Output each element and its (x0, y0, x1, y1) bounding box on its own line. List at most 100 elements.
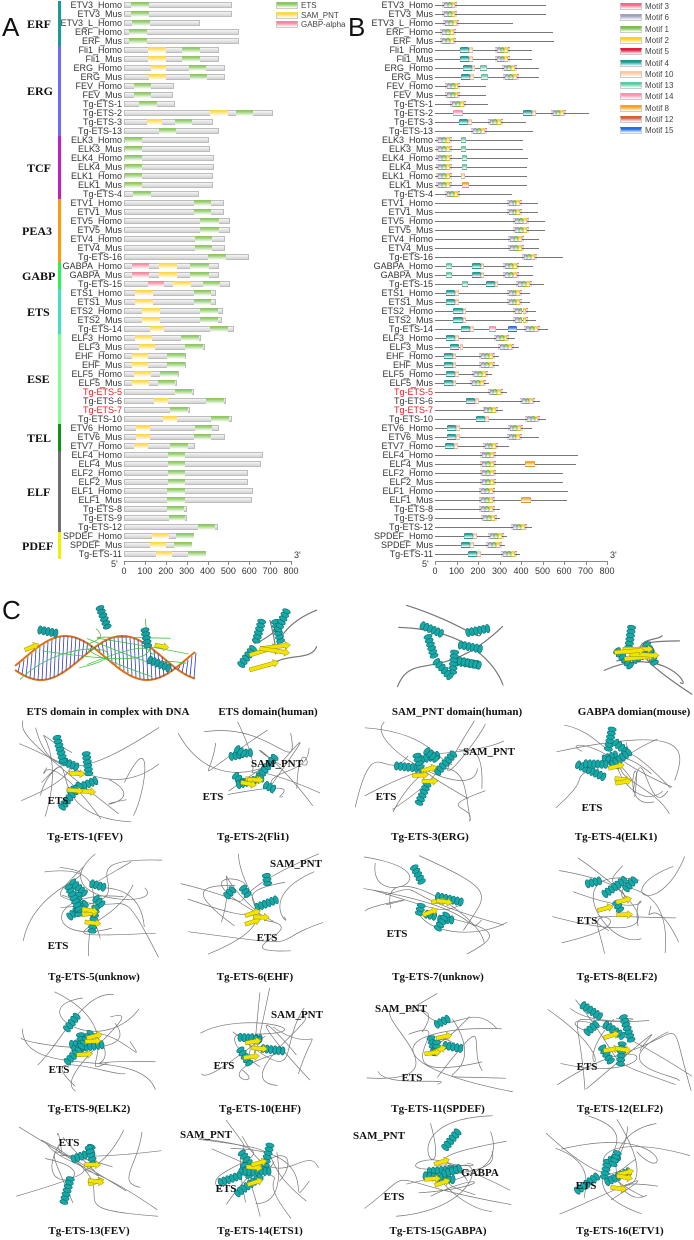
protein-backbone-line (435, 383, 490, 384)
motif-5-box (515, 65, 518, 71)
motif-6-box (438, 137, 442, 143)
x-axis-tick (207, 561, 209, 565)
motif-3-box (472, 371, 475, 377)
sam-pnt-domain (150, 65, 167, 71)
motif-6-box (446, 191, 451, 197)
protein-length-bar (124, 308, 223, 314)
motif-6-box (438, 155, 442, 161)
protein-backbone-line (435, 401, 541, 402)
sam-pnt-domain (132, 362, 149, 368)
x-axis-tick (144, 561, 146, 565)
motif-5-box (483, 380, 486, 386)
motif-5-box (508, 56, 511, 62)
motif-5-box (516, 263, 519, 269)
legend-label: Motif 12 (645, 115, 674, 124)
motif-4-box (459, 47, 469, 53)
protein-backbone-line (435, 50, 533, 51)
ets-domain (170, 443, 189, 449)
protein-length-bar (124, 326, 234, 332)
three-prime-label: 3' (294, 550, 301, 560)
structure-caption: Tg-ETS-3(ERG) (391, 831, 469, 843)
ets-domain (175, 389, 193, 395)
motif-3-box (493, 335, 496, 341)
protein-name-label: Tg-ETS-14 (388, 324, 433, 334)
motif-6-box (508, 434, 513, 440)
x-axis-tick (585, 561, 587, 565)
legend-swatch-motif-8 (620, 104, 642, 112)
protein-name-label: Tg-ETS-6 (393, 396, 433, 406)
motif-3-box (486, 542, 489, 548)
motif-1-box (441, 155, 446, 161)
motif-1-box (445, 29, 450, 35)
motif-2-box (479, 380, 484, 386)
motif-6-box (481, 488, 486, 494)
motif-8-box (521, 497, 531, 503)
sam-pnt-domain (173, 281, 192, 287)
protein-length-bar (124, 254, 249, 260)
protein-length-bar (124, 47, 219, 53)
motif-6-box (496, 56, 501, 62)
protein-name-label: ERG_Homo (73, 63, 122, 73)
motif-10-box (468, 119, 472, 125)
motif-2-box (489, 452, 494, 458)
motif-4-box (445, 371, 455, 377)
motif-5-box (449, 173, 452, 179)
protein-length-bar (124, 488, 254, 494)
protein-length-bar (124, 416, 232, 422)
motif-5-box (520, 290, 523, 296)
x-axis-tick-label: 200 (158, 566, 174, 576)
protein-name-label: ERG_Mus (80, 72, 122, 82)
motif-5-box (455, 11, 458, 17)
protein-name-label: Tg-ETS-9 (82, 513, 122, 523)
motif-5-box (527, 227, 530, 233)
motif-13-box (445, 272, 453, 278)
structure-caption: Tg-ETS-14(ETS1) (217, 1225, 303, 1237)
ets-domain (167, 353, 186, 359)
protein-name-label: ELK4_Homo (381, 153, 433, 163)
protein-name-label: ELF1_Mus (78, 495, 122, 505)
motif-6-box (482, 515, 487, 521)
x-axis-tick (291, 561, 292, 565)
legend-label: SAM_PNT (301, 10, 339, 20)
motif-4-box (459, 119, 469, 125)
legend-label: Motif 4 (645, 58, 670, 68)
motif-1-box (485, 506, 489, 512)
protein-length-bar (124, 191, 199, 197)
motif-3-box (487, 389, 490, 395)
motif-10-box (462, 308, 467, 314)
protein-name-label: EHF_Mus (392, 360, 433, 370)
motif-3-box (479, 488, 482, 494)
x-axis-tick (124, 561, 125, 565)
ets-domain (167, 488, 185, 494)
protein-name-label: ELK3_Mus (77, 144, 122, 154)
protein-name-label: GABPA_Mus (69, 270, 122, 280)
sam-pnt-domain (135, 425, 150, 431)
x-axis-tick-label: 600 (241, 566, 257, 576)
motif-2-box (512, 74, 517, 80)
motif-6-box (514, 308, 519, 314)
motif-1-box (475, 380, 480, 386)
structure-caption: Tg-ETS-10(EHF) (219, 1103, 301, 1115)
protein-backbone-line (435, 410, 504, 411)
protein-backbone-line (435, 491, 569, 492)
protein-length-bar (124, 524, 219, 530)
ets-domain (167, 461, 185, 467)
protein-backbone-line (435, 95, 486, 96)
protein-backbone-line (435, 500, 567, 501)
motif-3-box (441, 11, 444, 17)
protein-name-label: ETV3_L_Homo (371, 18, 433, 28)
motif-5-box (494, 515, 497, 521)
motif-5-box (516, 74, 519, 80)
motif-4-box (471, 272, 481, 278)
protein-backbone-line (435, 185, 528, 186)
motif-2-box (481, 371, 486, 377)
motif-3-box (436, 146, 439, 152)
motif-4-box (463, 533, 473, 539)
motif-2-box (489, 461, 494, 467)
protein-name-label: ELF4_Homo (71, 450, 122, 460)
motif-6-box (552, 110, 557, 116)
group-label: TCF (27, 160, 51, 175)
x-axis-tick-label: 100 (448, 566, 465, 576)
protein-name-label: Tg-ETS-5 (82, 387, 122, 397)
